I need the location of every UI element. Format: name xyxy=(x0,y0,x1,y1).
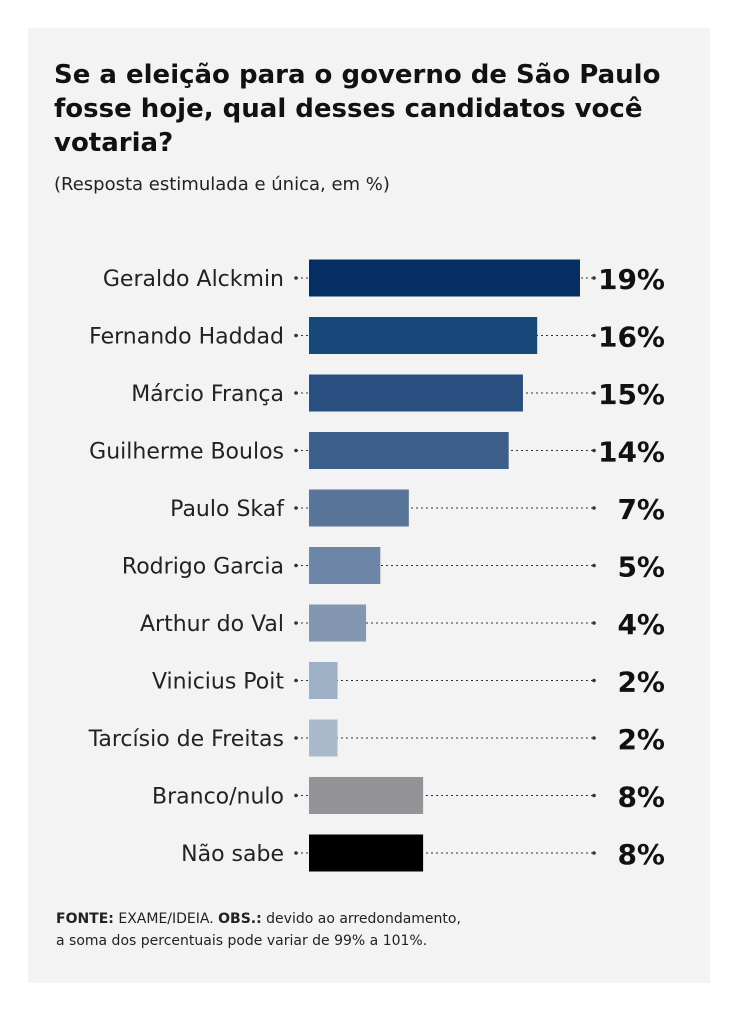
guide-start-dot xyxy=(294,506,298,510)
guide-start-dot xyxy=(294,793,298,798)
guide-end-dot xyxy=(592,621,596,625)
bar xyxy=(309,317,538,354)
footer-line-1: FONTE: EXAME/IDEIA. OBS.: devido ao arre… xyxy=(56,908,616,930)
guide-end-dot xyxy=(592,506,596,510)
guide-start-dot xyxy=(294,333,298,338)
chart-subtitle: (Resposta estimulada e única, em %) xyxy=(54,174,390,195)
source-text: EXAME/IDEIA. xyxy=(118,911,214,927)
value-label: 8% xyxy=(617,838,665,871)
category-label: Márcio França xyxy=(131,382,284,407)
bar-chart: Geraldo Alckmin 19% Fernando Haddad 16% Márc… xyxy=(88,259,665,872)
chart-title: Se a eleição para o governo de São Paulo… xyxy=(54,60,661,158)
obs-text: devido ao arredondamento, xyxy=(266,911,461,927)
category-label: Guilherme Boulos xyxy=(89,440,284,465)
category-label: Não sabe xyxy=(181,842,284,867)
guide-end-dot xyxy=(592,678,596,683)
bar xyxy=(309,719,338,757)
guide-end-dot xyxy=(592,391,596,395)
guide-end-dot xyxy=(592,563,596,568)
guide-start-dot xyxy=(294,448,298,453)
bar xyxy=(309,604,367,642)
bar xyxy=(309,374,523,412)
category-label: Arthur do Val xyxy=(140,612,284,637)
bar xyxy=(309,432,509,469)
guide-start-dot xyxy=(294,621,298,625)
value-label: 16% xyxy=(598,321,665,354)
guide-start-dot xyxy=(294,391,298,395)
bar xyxy=(309,489,409,527)
category-label: Vinicius Poit xyxy=(152,670,284,695)
guide-end-dot xyxy=(592,276,596,280)
value-label: 5% xyxy=(617,551,665,584)
value-label: 7% xyxy=(617,493,665,526)
guide-start-dot xyxy=(294,563,298,568)
guide-start-dot xyxy=(294,276,298,280)
source-label: FONTE: xyxy=(56,911,114,927)
category-label: Tarcísio de Freitas xyxy=(88,727,284,752)
category-label: Rodrigo Garcia xyxy=(122,555,284,580)
chart-footer: FONTE: EXAME/IDEIA. OBS.: devido ao arre… xyxy=(56,908,616,952)
obs-label: OBS.: xyxy=(218,911,262,927)
bar xyxy=(309,834,424,872)
bar xyxy=(309,547,381,584)
guide-start-dot xyxy=(294,851,298,855)
guide-end-dot xyxy=(592,448,596,453)
category-label: Branco/nulo xyxy=(152,785,284,810)
bar xyxy=(309,662,338,699)
bar xyxy=(309,259,580,297)
guide-end-dot xyxy=(592,793,596,798)
guide-end-dot xyxy=(592,851,596,855)
value-label: 2% xyxy=(617,666,665,699)
category-label: Fernando Haddad xyxy=(89,325,284,350)
guide-end-dot xyxy=(592,333,596,338)
footer-line-2: a soma dos percentuais pode variar de 99… xyxy=(56,933,428,949)
value-label: 2% xyxy=(617,723,665,756)
category-label: Paulo Skaf xyxy=(170,497,285,522)
guide-start-dot xyxy=(294,736,298,740)
guide-end-dot xyxy=(592,736,596,740)
chart-card: Se a eleição para o governo de São Paulo… xyxy=(28,28,710,983)
bar xyxy=(309,777,424,814)
value-label: 4% xyxy=(617,608,665,641)
category-label: Geraldo Alckmin xyxy=(103,267,284,292)
value-label: 8% xyxy=(617,781,665,814)
value-label: 14% xyxy=(598,436,665,469)
guide-start-dot xyxy=(294,678,298,683)
value-label: 15% xyxy=(598,378,665,411)
value-label: 19% xyxy=(598,263,665,296)
